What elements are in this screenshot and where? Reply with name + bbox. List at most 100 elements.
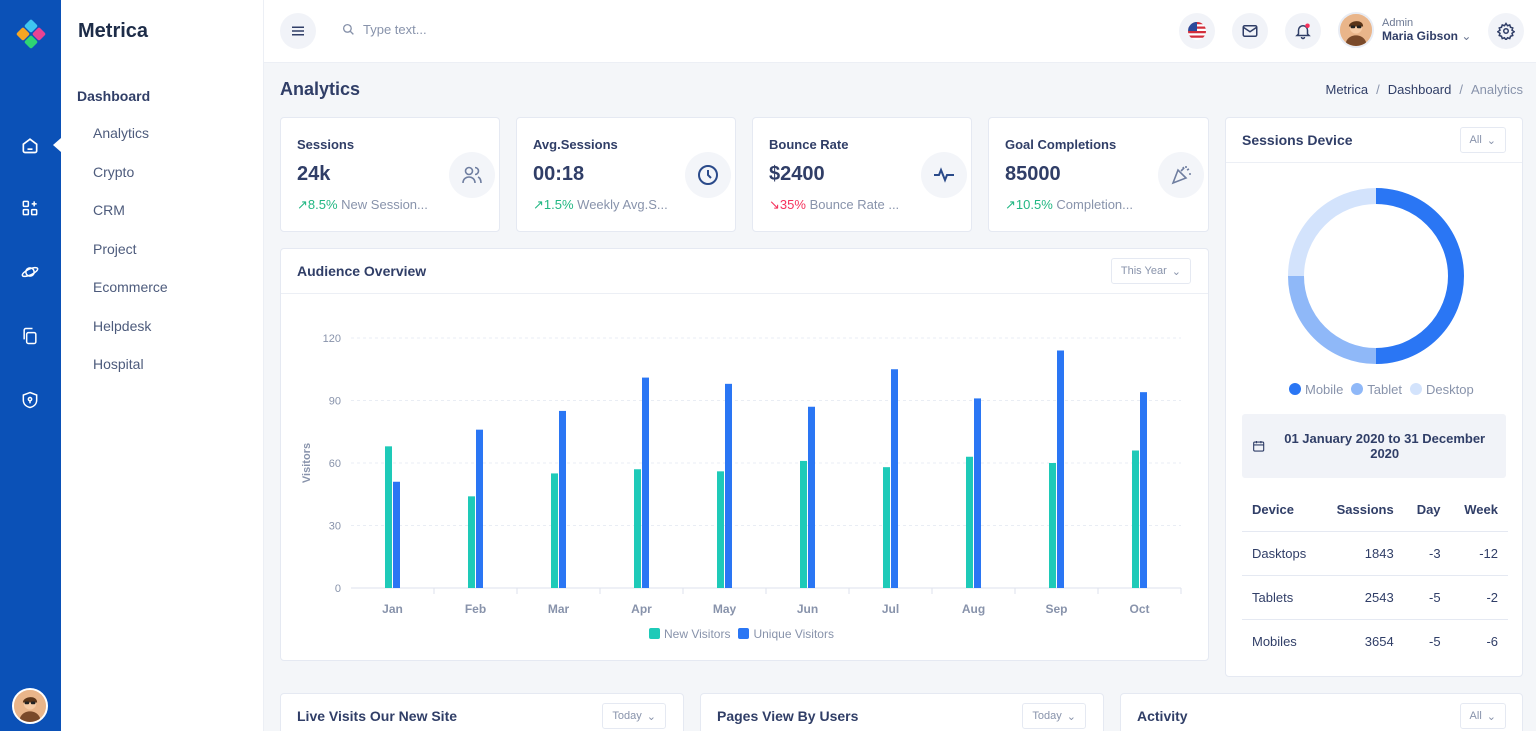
stat-value: 00:18 xyxy=(533,163,585,185)
card-title: Live Visits Our New Site xyxy=(297,708,458,724)
stat-label: Sessions xyxy=(297,137,355,152)
table-cell: -3 xyxy=(1403,531,1451,576)
rail-home-icon[interactable] xyxy=(12,127,61,163)
messages-button[interactable] xyxy=(1232,13,1268,49)
legend-unique-visitors[interactable]: Unique Visitors xyxy=(738,627,834,641)
notifications-button[interactable] xyxy=(1285,13,1321,49)
card-title: Activity xyxy=(1137,708,1188,724)
page-title: Analytics xyxy=(280,79,361,99)
stat-value: 85000 xyxy=(1005,163,1061,185)
bar-unique-visitors xyxy=(1057,350,1064,588)
sidebar-item-hospital[interactable]: Hospital xyxy=(93,356,144,372)
bar-unique-visitors xyxy=(642,377,649,588)
x-tick-label: Apr xyxy=(631,602,652,616)
donut-slice-mobile[interactable] xyxy=(1375,188,1464,364)
trend-up-icon: ↗ xyxy=(297,197,308,212)
metrica-logo-icon[interactable] xyxy=(15,18,47,50)
sidebar-item-crypto[interactable]: Crypto xyxy=(93,164,135,180)
live-visits-card: Live Visits Our New Site Today ⌄ xyxy=(280,693,684,731)
x-tick-label: Aug xyxy=(962,602,985,616)
table-cell: -6 xyxy=(1486,633,1498,649)
sidebar-item-helpdesk[interactable]: Helpdesk xyxy=(93,318,152,334)
stat-label: Goal Completions xyxy=(1005,137,1117,152)
device-filter-dropdown[interactable]: All ⌄ xyxy=(1459,127,1506,153)
table-cell: -5 xyxy=(1428,633,1441,649)
period-filter-dropdown[interactable]: This Year ⌄ xyxy=(1110,258,1191,284)
user-menu[interactable]: Admin Maria Gibson ⌄ xyxy=(1338,12,1471,48)
bar-unique-visitors xyxy=(476,429,483,588)
user-role: Admin xyxy=(1382,17,1414,29)
pages-view-card: Pages View By Users Today ⌄ xyxy=(700,693,1104,731)
bell-icon xyxy=(1295,23,1311,40)
legend-desktop[interactable]: Desktop xyxy=(1410,382,1474,397)
card-title: Pages View By Users xyxy=(717,708,859,724)
pages-view-filter-dropdown[interactable]: Today ⌄ xyxy=(1022,703,1086,729)
search-box[interactable]: Type text... xyxy=(342,22,427,37)
sidebar-section-dashboard[interactable]: Dashboard xyxy=(77,88,151,104)
user-name: Maria Gibson ⌄ xyxy=(1382,29,1472,43)
breadcrumb-metrica[interactable]: Metrica xyxy=(1325,82,1369,97)
bar-unique-visitors xyxy=(808,406,815,588)
top-bar: Type text... Admin Maria Gibson ⌄ xyxy=(264,0,1536,63)
sidebar-item-ecommerce[interactable]: Ecommerce xyxy=(93,279,168,295)
breadcrumb-analytics: Analytics xyxy=(1470,82,1523,97)
mail-icon xyxy=(1242,25,1258,37)
legend-tablet[interactable]: Tablet xyxy=(1351,382,1402,397)
bar-new-visitors xyxy=(717,471,724,588)
activity-icon xyxy=(921,152,967,198)
stat-value: 24k xyxy=(297,163,331,185)
activity-filter-dropdown[interactable]: All ⌄ xyxy=(1459,703,1506,729)
users-icon xyxy=(449,152,495,198)
search-icon xyxy=(342,23,354,35)
table-row: Dasktops 1843 -3 -12 xyxy=(1242,531,1508,576)
table-cell: -12 xyxy=(1450,531,1508,576)
date-range-box: 01 January 2020 to 31 December 2020 xyxy=(1242,414,1506,478)
table-header: Device xyxy=(1242,488,1322,532)
live-visits-filter-dropdown[interactable]: Today ⌄ xyxy=(602,703,666,729)
x-tick-label: May xyxy=(713,602,737,616)
stat-label: Avg.Sessions xyxy=(533,137,618,152)
bar-new-visitors xyxy=(385,446,392,588)
stat-card-bounce-rate: Bounce Rate $2400 ↘35% Bounce Rate ... xyxy=(752,117,972,232)
table-cell: 1843 xyxy=(1321,531,1404,576)
rail-planet-icon[interactable] xyxy=(12,254,48,290)
x-tick-label: Sep xyxy=(1045,602,1067,616)
sidebar-item-crm[interactable]: CRM xyxy=(93,202,125,218)
chevron-down-icon: ⌄ xyxy=(1066,710,1076,723)
donut-slice-desktop[interactable] xyxy=(1288,188,1377,277)
donut-legend: Mobile Tablet Desktop xyxy=(1289,382,1474,397)
table-cell: -2 xyxy=(1450,575,1508,620)
x-tick-label: Jul xyxy=(882,602,899,616)
app-name[interactable]: Metrica xyxy=(78,20,149,42)
sidebar-menu: Metrica Dashboard Analytics Crypto CRM P… xyxy=(61,0,264,731)
rail-copy-icon[interactable] xyxy=(12,318,48,354)
device-sessions-table: Device Sassions Day Week Dasktops 1843 -… xyxy=(1242,488,1508,663)
language-flag-button[interactable] xyxy=(1179,13,1215,49)
activity-card: Activity All ⌄ xyxy=(1120,693,1523,731)
chevron-down-icon: ⌄ xyxy=(1171,265,1181,278)
bar-new-visitors xyxy=(468,496,475,588)
table-cell: Dasktops xyxy=(1242,531,1322,576)
sidebar-item-project[interactable]: Project xyxy=(93,241,137,257)
bar-new-visitors xyxy=(551,473,558,588)
audience-bar-chart: 0 30 60 90 120 Jan Feb Mar Apr May Jun Jul Aug Sep Oct… xyxy=(301,333,1182,616)
sidebar-item-analytics[interactable]: Analytics xyxy=(93,125,150,141)
stat-card-sessions: Sessions 24k ↗8.5% New Session... xyxy=(280,117,500,232)
bar-unique-visitors xyxy=(974,398,981,588)
x-tick-label: Jan xyxy=(382,602,403,616)
legend-mobile[interactable]: Mobile xyxy=(1289,382,1343,397)
legend-new-visitors[interactable]: New Visitors xyxy=(649,627,730,641)
menu-toggle-button[interactable] xyxy=(280,13,316,49)
donut-slice-tablet[interactable] xyxy=(1288,275,1377,364)
x-tick-label: Oct xyxy=(1129,602,1149,616)
bar-new-visitors xyxy=(1049,463,1056,588)
settings-button[interactable] xyxy=(1488,13,1524,49)
icon-rail xyxy=(0,0,61,731)
breadcrumb-dashboard[interactable]: Dashboard xyxy=(1387,82,1452,97)
table-header: Sassions xyxy=(1321,488,1404,532)
rail-avatar[interactable] xyxy=(12,688,48,724)
search-input[interactable]: Type text... xyxy=(363,22,427,37)
table-header-row: Device Sassions Day Week xyxy=(1242,488,1508,532)
rail-shield-icon[interactable] xyxy=(12,382,48,418)
rail-apps-icon[interactable] xyxy=(12,190,48,226)
